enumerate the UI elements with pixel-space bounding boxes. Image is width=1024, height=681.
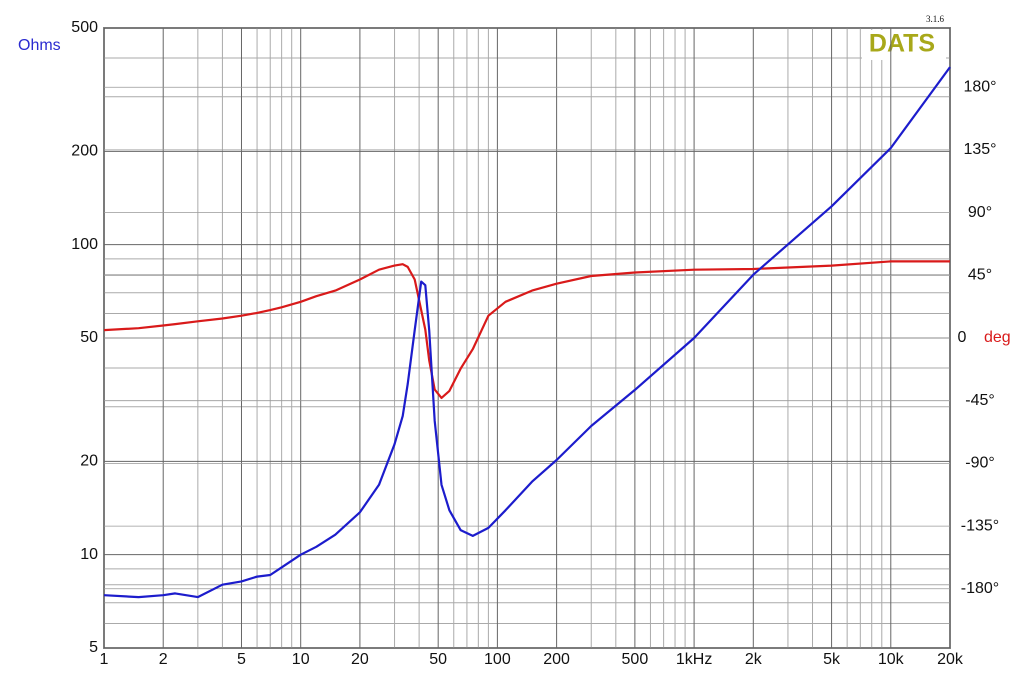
logo: DATS [869, 30, 935, 58]
x-tick-label: 20k [937, 651, 964, 668]
x-tick-label: 10 [292, 651, 310, 668]
y2-tick-label: -90° [965, 455, 995, 472]
y2-tick-label: 0 [958, 329, 967, 346]
y-axis-label: Ohms [18, 37, 61, 54]
x-tick-label: 5 [237, 651, 246, 668]
y2-tick-label: 180° [963, 78, 996, 95]
x-tick-label: 100 [484, 651, 511, 668]
y2-tick-label: -135° [961, 517, 999, 534]
x-tick-label: 1 [100, 651, 109, 668]
y2-tick-label: -180° [961, 580, 999, 597]
y-tick-label: 50 [80, 329, 98, 346]
logo-box [862, 30, 946, 60]
x-tick-label: 2k [745, 651, 763, 668]
x-tick-label: 200 [543, 651, 570, 668]
version: 3.1.6 [926, 14, 945, 24]
series-line [103, 66, 951, 599]
y2-tick-label: -45° [965, 392, 995, 409]
x-tick-label: 50 [429, 651, 447, 668]
y2-tick-label: 45° [968, 267, 992, 284]
y2-tick-label: 135° [963, 141, 996, 158]
y-tick-label: 200 [71, 143, 98, 160]
x-tick-label: 2 [159, 651, 168, 668]
y2-tick-label: 90° [968, 204, 992, 221]
y-tick-label: 500 [71, 19, 98, 36]
x-tick-label: 500 [622, 651, 649, 668]
series-line [103, 260, 950, 399]
x-tick-label: 10k [878, 651, 905, 668]
y2-axis-label: deg [984, 329, 1011, 346]
y-tick-label: 5 [89, 639, 98, 656]
y-tick-label: 10 [80, 546, 98, 563]
x-tick-label: 5k [823, 651, 841, 668]
y-tick-label: 20 [80, 453, 98, 470]
x-tick-label: 1kHz [676, 651, 712, 668]
x-tick-label: 20 [351, 651, 369, 668]
y-tick-label: 100 [71, 236, 98, 253]
